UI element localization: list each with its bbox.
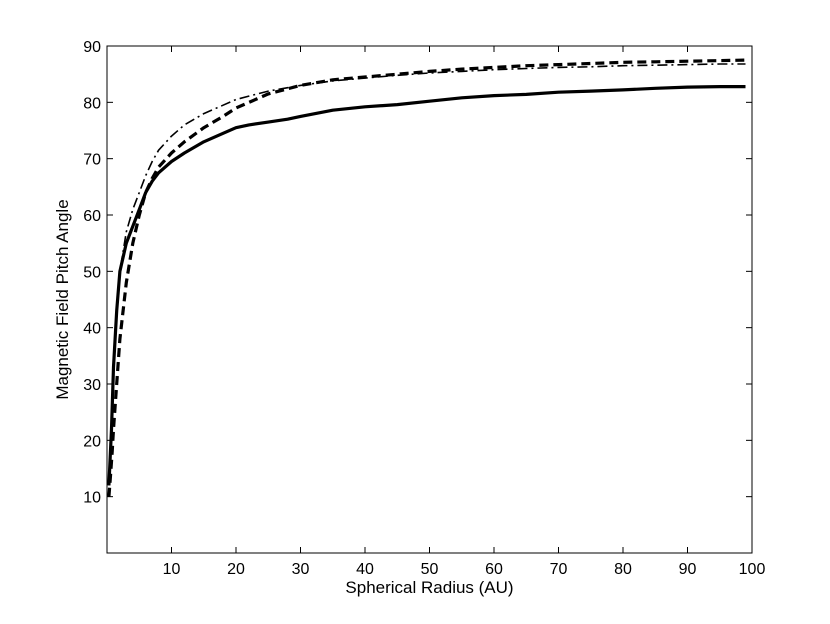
- x-axis-title: Spherical Radius (AU): [345, 578, 513, 597]
- x-tick-label: 20: [227, 561, 245, 578]
- x-tick-label: 80: [614, 561, 632, 578]
- x-tick-label: 40: [356, 561, 374, 578]
- x-tick-label: 10: [163, 561, 181, 578]
- y-axis-title: Magnetic Field Pitch Angle: [53, 199, 72, 399]
- y-tick-label: 90: [83, 39, 101, 56]
- x-tick-label: 70: [550, 561, 568, 578]
- x-tick-label: 30: [292, 561, 310, 578]
- y-tick-label: 60: [83, 208, 101, 225]
- y-tick-label: 10: [83, 490, 101, 507]
- y-tick-label: 30: [83, 377, 101, 394]
- y-tick-label: 50: [83, 264, 101, 281]
- y-tick-label: 20: [83, 433, 101, 450]
- y-tick-label: 70: [83, 152, 101, 169]
- y-tick-label: 80: [83, 95, 101, 112]
- series-layer: [107, 58, 746, 497]
- y-tick-label: 40: [83, 321, 101, 338]
- x-tick-label: 50: [421, 561, 439, 578]
- x-tick-label: 100: [739, 561, 766, 578]
- ticks-layer: 10 20 30 40 50 60 70 80 90 100 10 20 30 40 50 60 70 80 90: [83, 39, 765, 578]
- series-line-dash-dot: [108, 63, 746, 486]
- series-line-solid: [107, 85, 746, 486]
- x-tick-label: 60: [485, 561, 503, 578]
- x-tick-label: 90: [679, 561, 697, 578]
